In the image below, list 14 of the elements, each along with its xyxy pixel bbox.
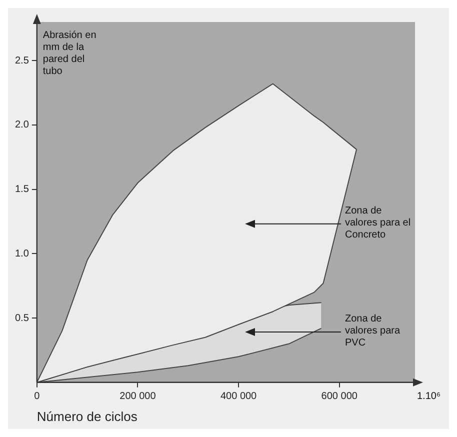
x-tick-label: 200 000 bbox=[120, 391, 156, 402]
x-tick-label: 600 000 bbox=[321, 391, 358, 402]
x-tick-label: 0 bbox=[34, 391, 40, 402]
y-axis-title: Abrasión en mm de la pared del tubo bbox=[42, 30, 96, 77]
x-axis-title: Número de ciclos bbox=[36, 408, 138, 424]
x-tick-label: 400 000 bbox=[220, 391, 258, 402]
y-tick-label: 2.0 bbox=[14, 120, 30, 131]
y-tick-label: 1.5 bbox=[14, 184, 30, 196]
y-tick-label: 2.5 bbox=[14, 55, 30, 66]
text: 1.10⁶ bbox=[417, 391, 441, 402]
annotation: Zona de valores para el Concreto bbox=[345, 206, 411, 241]
annotation: Zona de valores para PVC bbox=[345, 314, 400, 349]
y-tick-label: 0.5 bbox=[14, 312, 30, 324]
y-tick-label: 1.0 bbox=[14, 248, 30, 260]
